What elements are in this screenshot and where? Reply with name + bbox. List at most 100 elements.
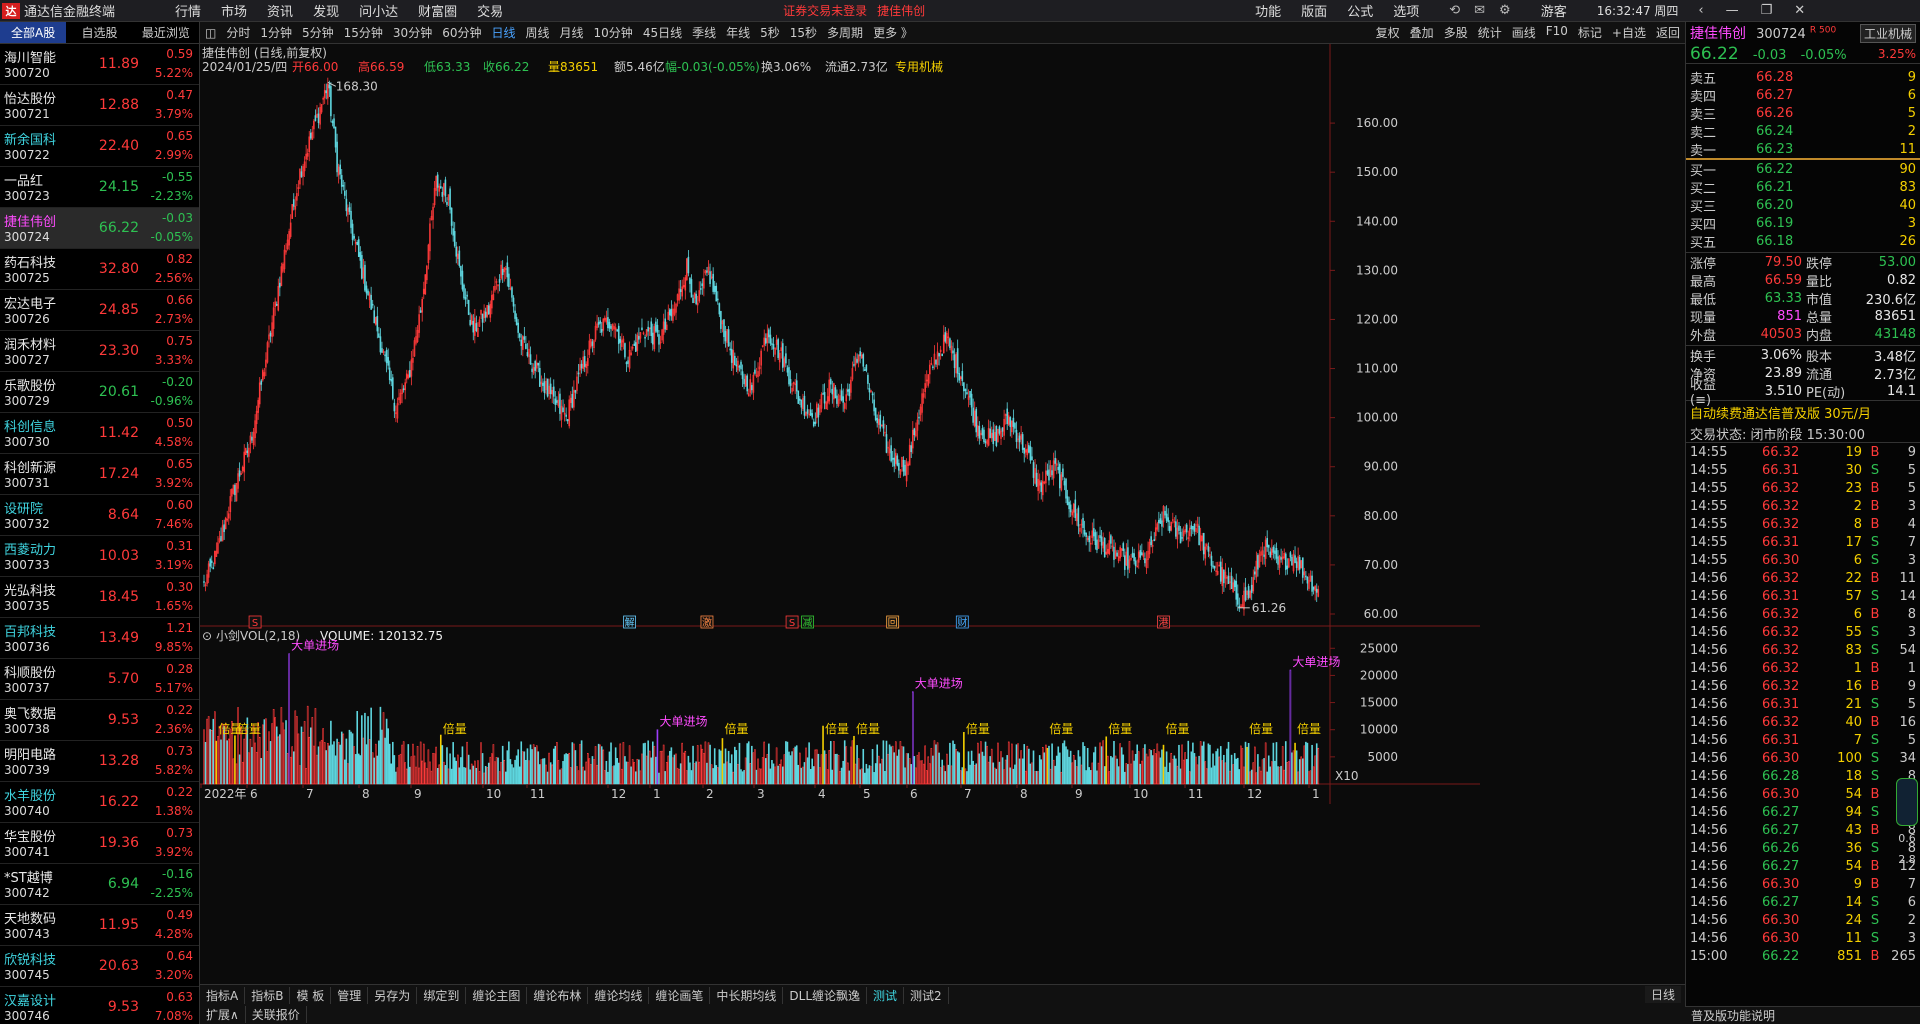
stock-row[interactable]: 新余国科 300722 22.40 0.65 2.99% [0,126,199,167]
period-tab[interactable]: 周线 [525,26,550,40]
indicator-tab[interactable]: 缠论主图 [466,986,528,1004]
period-tab[interactable]: 分时 [226,26,251,40]
book-row[interactable]: 卖二 66.24 2 [1686,122,1920,141]
menu-right-item[interactable]: 选项 [1393,5,1420,20]
kline-chart[interactable]: 捷佳伟创 (日线,前复权)2024/01/25/四 开66.00 高66.59 低63… [200,44,1685,984]
chart-area[interactable]: 捷佳伟创 (日线,前复权) 2024/01/25/四 开66.00 高66.59 低63… [200,44,1685,984]
indicator-tab[interactable]: 测试 [867,986,905,1004]
stock-row[interactable]: 药石科技 300725 32.80 0.82 2.56% [0,249,199,290]
maximize-icon[interactable]: ❐ [1760,3,1773,18]
toolbar-button[interactable]: 叠加 [1409,26,1434,40]
toolbar-button[interactable]: 画线 [1511,26,1536,40]
indicator-tab[interactable]: 缠论画笔 [649,986,711,1004]
close-icon[interactable]: ✕ [1794,3,1806,18]
stock-row[interactable]: 一品红 300723 24.15 -0.55 -2.23% [0,167,199,208]
indicator-tab[interactable]: 指标B [245,986,291,1004]
book-row[interactable]: 卖一 66.23 11 [1686,140,1920,159]
stock-row[interactable]: 百邦科技 300736 13.49 1.21 9.85% [0,618,199,659]
book-row[interactable]: 卖四 66.27 6 [1686,86,1920,105]
toolbar-button[interactable]: 复权 [1375,26,1400,40]
period-tab[interactable]: 5分钟 [302,26,334,40]
menu-item[interactable]: 问小达 [359,5,399,20]
toolbar-toggle-icon[interactable]: ◫ [205,25,217,40]
stock-row[interactable]: 怡达股份 300721 12.88 0.47 3.79% [0,85,199,126]
toolbar-button[interactable]: 返回 [1655,26,1680,40]
menu-item[interactable]: 行情 [175,5,202,20]
period-tab[interactable]: 15秒 [789,26,818,40]
indicator-tab[interactable]: 缠论均线 [588,986,650,1004]
stock-row[interactable]: 科创新源 300731 17.24 0.65 3.92% [0,454,199,495]
toolbar-button[interactable]: 统计 [1477,26,1502,40]
stock-row[interactable]: 天地数码 300743 11.95 0.49 4.28% [0,905,199,946]
tab-recent[interactable]: 最近浏览 [141,26,190,40]
stock-row[interactable]: 欣锐科技 300745 20.63 0.64 3.20% [0,946,199,987]
book-row[interactable]: 卖五 66.28 9 [1686,68,1920,87]
period-tab[interactable]: 日线 [491,26,516,40]
menu-item[interactable]: 交易 [477,5,504,20]
menu-item[interactable]: 发现 [313,5,340,20]
stock-row[interactable]: 光弘科技 300735 18.45 0.30 1.65% [0,577,199,618]
login-notice[interactable]: 证券交易未登录 [783,4,868,18]
stock-row[interactable]: 华宝股份 300741 19.36 0.73 3.92% [0,823,199,864]
settings-icon[interactable]: ⚙ [1499,3,1511,18]
period-tab[interactable]: 30分钟 [392,26,433,40]
indicator-tab[interactable]: DLL缠论飘逸 [783,986,868,1004]
indicator-tab[interactable]: 测试2 [904,986,949,1004]
book-row[interactable]: 买一 66.22 90 [1686,160,1920,179]
menu-item[interactable]: 财富圈 [418,5,458,20]
stock-row[interactable]: 奥飞数据 300738 9.53 0.22 2.36% [0,700,199,741]
toolbar-button[interactable]: F10 [1545,24,1568,38]
period-tab[interactable]: 更多 》 [873,26,913,40]
toolbar-button[interactable]: 标记 [1577,26,1602,40]
period-tab[interactable]: 45日线 [642,26,683,40]
period-tab[interactable]: 60分钟 [442,26,482,40]
stock-row[interactable]: 科顺股份 300737 5.70 0.28 5.17% [0,659,199,700]
minimize-icon[interactable]: — [1725,3,1739,18]
book-row[interactable]: 卖三 66.26 5 [1686,104,1920,123]
book-row[interactable]: 买二 66.21 83 [1686,178,1920,197]
menu-item[interactable]: 资讯 [267,5,294,20]
period-tab[interactable]: 多周期 [827,26,864,40]
period-label[interactable]: 日线 [1644,986,1681,1003]
period-tab[interactable]: 1分钟 [260,26,292,40]
book-row[interactable]: 买五 66.18 26 [1686,232,1920,251]
stock-row[interactable]: 水羊股份 300740 16.22 0.22 1.38% [0,782,199,823]
menu-right-item[interactable]: 公式 [1347,5,1374,20]
toolbar-button[interactable]: 多股 [1443,26,1468,40]
stock-row[interactable]: 乐歌股份 300729 20.61 -0.20 -0.96% [0,372,199,413]
stock-row[interactable]: 汉嘉设计 300746 9.53 0.63 7.08% [0,987,199,1024]
menu-right-item[interactable]: 版面 [1301,5,1328,20]
indicator-tab[interactable]: 缠论布林 [527,986,589,1004]
stock-row[interactable]: 海川智能 300720 11.89 0.59 5.22% [0,44,199,85]
feature-note[interactable]: 普及版功能说明 [1691,1009,1776,1023]
menu-right-item[interactable]: 功能 [1255,5,1282,20]
indicator-tab[interactable]: 指标A [200,986,246,1004]
book-row[interactable]: 买三 66.20 40 [1686,196,1920,215]
stock-row[interactable]: 科创信息 300730 11.42 0.50 4.58% [0,413,199,454]
user-label[interactable]: 游客 [1540,5,1567,20]
tab-all-a-shares[interactable]: 全部A股 [0,22,67,43]
stock-row[interactable]: 西菱动力 300733 10.03 0.31 3.19% [0,536,199,577]
promo-text[interactable]: 自动续费通达信普及版 30元/月 [1686,400,1920,424]
menu-item[interactable]: 市场 [221,5,248,20]
stock-row[interactable]: 宏达电子 300726 24.85 0.66 2.73% [0,290,199,331]
period-tab[interactable]: 季线 [692,26,717,40]
back-icon[interactable]: ‹ [1698,3,1704,18]
refresh-icon[interactable]: ⟲ [1449,3,1461,18]
period-tab[interactable]: 年线 [726,26,751,40]
stock-row[interactable]: *ST越博 300742 6.94 -0.16 -2.25% [0,864,199,905]
indicator-tab[interactable]: 另存为 [368,986,418,1004]
extension-tab[interactable]: 关联报价 [246,1005,307,1023]
book-row[interactable]: 买四 66.19 3 [1686,214,1920,233]
stock-row[interactable]: 明阳电路 300739 13.28 0.73 5.82% [0,741,199,782]
indicator-tab[interactable]: 中长期均线 [710,986,784,1004]
indicator-tab[interactable]: 绑定到 [417,986,467,1004]
stock-row[interactable]: 润禾材料 300727 23.30 0.75 3.33% [0,331,199,372]
period-tab[interactable]: 5秒 [760,26,780,40]
period-tab[interactable]: 15分钟 [343,26,383,40]
stock-row[interactable]: 设研院 300732 8.64 0.60 7.46% [0,495,199,536]
indicator-tab[interactable]: 管理 [331,986,369,1004]
message-icon[interactable]: ✉ [1474,3,1486,18]
toolbar-button[interactable]: +自选 [1611,26,1646,40]
indicator-tab[interactable]: 模 板 [290,986,332,1004]
